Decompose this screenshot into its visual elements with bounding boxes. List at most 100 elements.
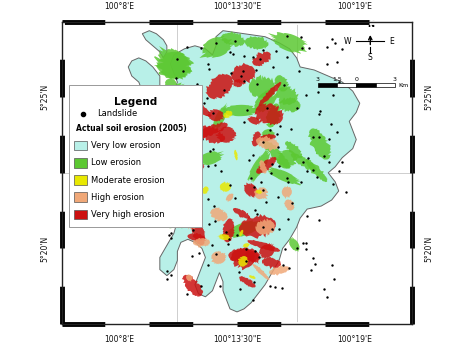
Point: [323, 45, 331, 50]
Point: [197, 283, 205, 288]
Point: [283, 175, 291, 181]
Bar: [69, 85, 202, 227]
Polygon shape: [256, 157, 276, 174]
Text: 5°25'N: 5°25'N: [40, 84, 49, 110]
Polygon shape: [190, 194, 197, 201]
Polygon shape: [259, 243, 275, 259]
Point: [309, 134, 316, 140]
Polygon shape: [142, 31, 167, 58]
Point: [206, 148, 214, 154]
Point: [240, 54, 247, 59]
Point: [210, 203, 218, 209]
Point: [267, 170, 275, 176]
Point: [189, 227, 196, 233]
Text: Moderate erosion: Moderate erosion: [91, 176, 165, 185]
Point: [303, 240, 310, 246]
Polygon shape: [256, 136, 279, 151]
Point: [236, 286, 243, 292]
Point: [172, 163, 180, 168]
Point: [204, 262, 212, 268]
Point: [266, 283, 274, 289]
Point: [315, 217, 322, 222]
Text: 5°20'N: 5°20'N: [40, 235, 49, 261]
Point: [297, 33, 304, 39]
Point: [253, 212, 261, 217]
Point: [165, 233, 173, 238]
Polygon shape: [239, 214, 276, 239]
Bar: [337, 83, 356, 87]
Polygon shape: [261, 129, 275, 140]
Text: 1,5: 1,5: [332, 77, 342, 82]
Polygon shape: [223, 111, 233, 118]
Point: [252, 67, 260, 73]
Point: [310, 167, 317, 173]
Point: [321, 287, 328, 292]
Point: [166, 119, 173, 125]
Point: [283, 54, 291, 60]
Point: [242, 247, 249, 252]
Polygon shape: [274, 75, 289, 91]
Polygon shape: [258, 82, 282, 106]
Point: [333, 59, 340, 64]
Polygon shape: [185, 213, 199, 229]
Point: [280, 82, 288, 88]
Polygon shape: [211, 251, 227, 264]
Polygon shape: [291, 153, 317, 171]
Point: [323, 61, 331, 67]
Bar: [375, 83, 395, 87]
Text: 100°13'30"E: 100°13'30"E: [213, 2, 261, 11]
Polygon shape: [255, 103, 284, 125]
Point: [250, 279, 257, 285]
Polygon shape: [231, 63, 255, 85]
Point: [163, 276, 171, 282]
Polygon shape: [268, 32, 308, 54]
Point: [231, 38, 238, 44]
Point: [168, 272, 175, 278]
Point: [182, 183, 190, 188]
Point: [295, 68, 303, 74]
Point: [315, 134, 323, 140]
Polygon shape: [249, 275, 255, 279]
Polygon shape: [220, 181, 231, 192]
Point: [338, 46, 346, 52]
Polygon shape: [187, 233, 205, 242]
Polygon shape: [242, 243, 250, 248]
Point: [285, 265, 293, 271]
Point: [212, 252, 220, 257]
Point: [325, 159, 333, 165]
Text: 100°8'E: 100°8'E: [104, 2, 135, 11]
Point: [311, 261, 319, 267]
Point: [239, 68, 247, 74]
Polygon shape: [276, 150, 298, 168]
Point: [327, 121, 334, 127]
Point: [245, 157, 253, 163]
Point: [293, 246, 301, 251]
Point: [241, 78, 248, 84]
Polygon shape: [230, 248, 255, 270]
Point: [328, 262, 336, 268]
Polygon shape: [164, 207, 201, 229]
Text: 0: 0: [355, 77, 358, 82]
Point: [315, 111, 322, 117]
Point: [316, 108, 324, 113]
Point: [249, 152, 257, 158]
Polygon shape: [264, 166, 301, 185]
Point: [320, 153, 328, 158]
Point: [333, 130, 341, 135]
Text: High erosion: High erosion: [91, 193, 145, 202]
Text: S: S: [368, 53, 373, 62]
Polygon shape: [305, 159, 328, 182]
Polygon shape: [247, 240, 280, 252]
Point: [204, 61, 212, 67]
Point: [284, 179, 292, 185]
Text: 5°25'N: 5°25'N: [425, 84, 434, 110]
Point: [331, 40, 339, 46]
Point: [275, 163, 283, 169]
Polygon shape: [264, 140, 291, 168]
Polygon shape: [233, 208, 250, 219]
Polygon shape: [245, 249, 261, 264]
Text: W: W: [344, 37, 351, 46]
Polygon shape: [284, 199, 295, 211]
Point: [280, 262, 287, 268]
Point: [259, 139, 266, 145]
